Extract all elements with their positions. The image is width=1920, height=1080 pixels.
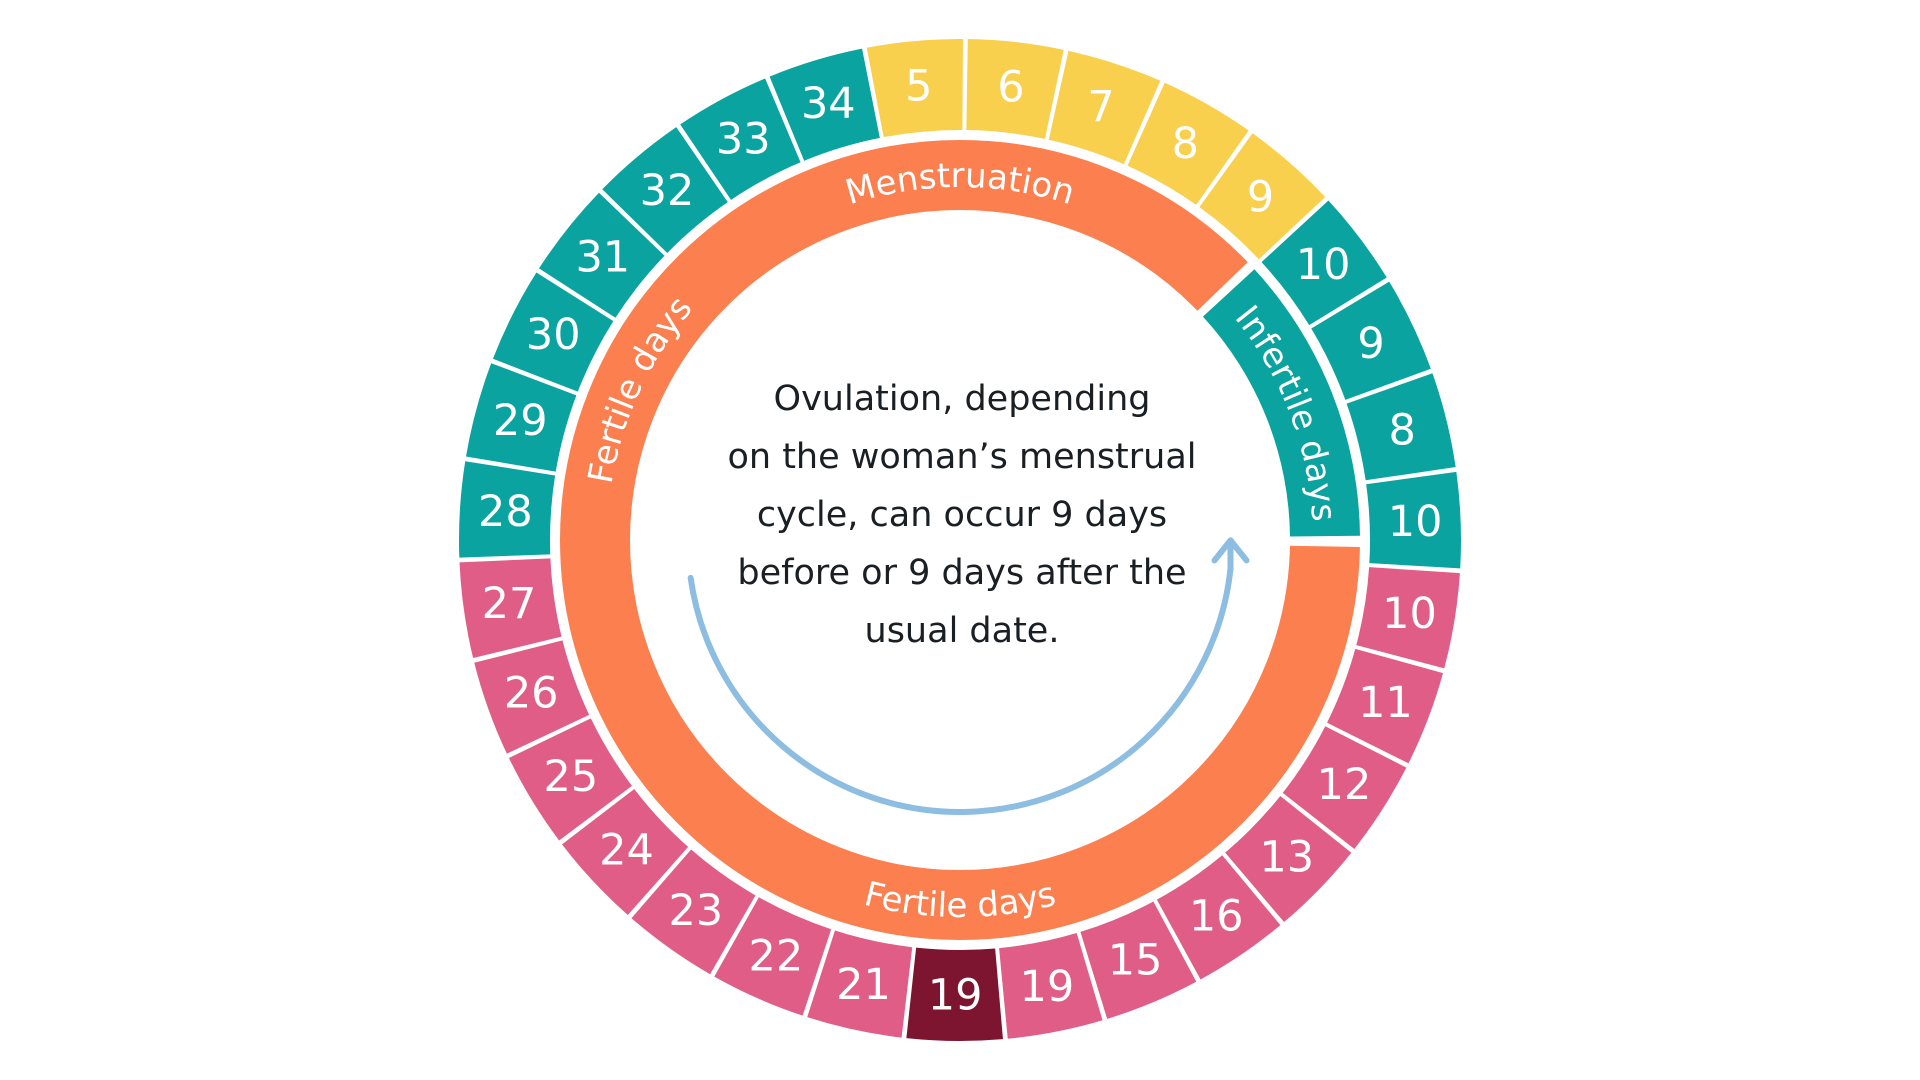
day-label: 19	[1020, 962, 1075, 1012]
day-segment	[1327, 648, 1444, 764]
day-label: 28	[478, 487, 533, 537]
day-label: 33	[716, 114, 771, 164]
day-segment	[474, 640, 590, 754]
day-segment	[1156, 855, 1281, 980]
day-segment	[602, 127, 728, 253]
ovulation-note-line-5: usual date.	[864, 611, 1060, 651]
day-segment	[1199, 133, 1326, 260]
day-segment	[459, 461, 556, 558]
day-label: 24	[599, 825, 654, 875]
day-segment	[769, 48, 880, 161]
day-label: 11	[1358, 678, 1413, 728]
day-label: 5	[905, 61, 932, 111]
day-label: 27	[482, 579, 537, 629]
day-label: 9	[1357, 319, 1384, 369]
phase-infertile	[1202, 269, 1360, 537]
ovulation-shift-arrow	[687, 537, 1250, 815]
day-label: 22	[749, 932, 804, 982]
day-segment	[1366, 471, 1461, 569]
day-label: 26	[504, 669, 559, 719]
day-ring: 5 6 78910981010111213161519192122232425262…	[459, 39, 1461, 1041]
day-segment	[680, 78, 801, 200]
day-segment	[1048, 50, 1161, 165]
day-segment	[508, 718, 632, 841]
day-segment	[714, 897, 832, 1016]
day-label: 10	[1382, 589, 1437, 639]
arrow-arc	[687, 565, 1234, 815]
day-label: 29	[493, 396, 548, 446]
day-label: 32	[640, 166, 695, 216]
day-segment	[1356, 567, 1460, 669]
day-label: 12	[1317, 760, 1372, 810]
day-segment	[1127, 82, 1249, 205]
day-label: 10	[1388, 497, 1443, 547]
ovulation-note: Ovulation, depending on the woman’s mens…	[722, 370, 1202, 660]
day-label: 31	[575, 232, 630, 282]
day-segment	[466, 363, 577, 472]
day-label: 8	[1172, 119, 1199, 169]
day-label: 7	[1087, 82, 1114, 132]
day-label: 19	[928, 970, 983, 1020]
day-label: 34	[801, 79, 856, 129]
day-label: 9	[1247, 173, 1274, 223]
day-segment	[1225, 795, 1352, 923]
day-segment-highlighted	[906, 947, 1003, 1041]
day-segment	[1080, 901, 1197, 1019]
day-segment	[966, 39, 1064, 139]
ovulation-note-line-2: on the woman’s menstrual	[727, 437, 1197, 477]
day-segment	[562, 789, 689, 916]
day-label: 30	[526, 310, 581, 360]
day-segment	[1346, 373, 1456, 481]
day-label: 23	[668, 886, 723, 936]
ovulation-note-line-1: Ovulation, depending	[773, 379, 1151, 419]
day-segment	[866, 39, 963, 138]
day-label: 25	[544, 752, 599, 802]
day-segment	[1282, 726, 1407, 849]
day-segment	[807, 930, 913, 1038]
day-label: 6	[997, 62, 1024, 112]
day-label: 15	[1108, 935, 1163, 985]
day-label: 8	[1388, 406, 1415, 456]
day-label: 13	[1259, 832, 1314, 882]
day-segment	[631, 849, 756, 975]
day-label: 10	[1296, 240, 1351, 290]
day-label: 16	[1189, 892, 1244, 942]
day-segment	[1311, 281, 1431, 400]
ovulation-note-line-4: before or 9 days after the	[737, 553, 1187, 593]
day-segment	[492, 272, 614, 392]
day-segment	[538, 192, 665, 318]
ovulation-note-line-3: cycle, can occur 9 days	[756, 495, 1168, 535]
day-label: 21	[836, 960, 891, 1010]
day-segment	[999, 933, 1103, 1039]
day-segment	[459, 558, 562, 659]
day-segment	[1261, 200, 1387, 326]
